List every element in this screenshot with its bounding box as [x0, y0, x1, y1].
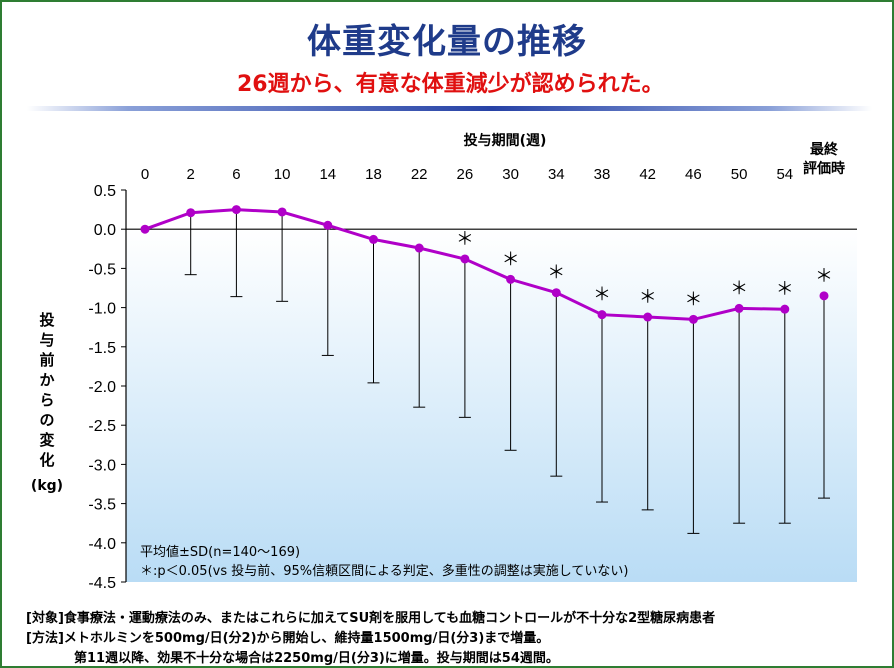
title-divider: [27, 106, 872, 111]
y-axis-title-char: 前: [39, 351, 54, 369]
data-point: [140, 224, 150, 234]
x-axis-title: 投与期間(週): [464, 133, 547, 149]
x-tick-label: 54: [776, 166, 793, 183]
x-tick-label: 38: [594, 166, 611, 183]
mean-sd-note: 平均値±SD(n=140〜169): [140, 545, 301, 560]
y-tick-label: -1.0: [88, 301, 116, 318]
data-point: [597, 310, 607, 320]
x-tick-label: 18: [365, 166, 382, 183]
page-subtitle: 26週から、有意な体重減少が認められた。: [237, 72, 664, 97]
page-title: 体重変化量の推移: [307, 22, 587, 62]
y-tick-label: -2.0: [88, 379, 116, 396]
y-tick-label: -2.5: [88, 418, 116, 435]
y-axis-title-char: 与: [39, 331, 54, 349]
significance-asterisk: ＊: [815, 266, 833, 287]
y-axis-unit: (kg): [31, 478, 63, 494]
data-point: [277, 207, 287, 217]
data-point: [186, 208, 196, 218]
footnote-method-continued: 第11週以降、効果不十分な場合は2250mg/日(分3)に増量。投与期間は54週…: [74, 651, 559, 666]
x-tick-label: 10: [274, 166, 291, 183]
y-axis-title-char: 投: [39, 311, 54, 329]
y-axis-title-char: 化: [39, 451, 54, 469]
data-point: [414, 243, 424, 253]
significance-asterisk: ＊: [776, 279, 794, 300]
data-point: [231, 205, 241, 215]
x-tick-label: 2: [187, 166, 195, 183]
y-tick-label: -4.5: [88, 575, 116, 592]
data-point: [688, 314, 698, 324]
y-tick-label: -1.5: [88, 340, 116, 357]
y-tick-label: -3.5: [88, 497, 116, 514]
y-tick-label: -4.0: [88, 536, 116, 553]
footnote-method: [方法]メトホルミンを500mg/日(分2)から開始し、維持量1500mg/日(…: [26, 631, 550, 646]
x-tick-label: 30: [502, 166, 519, 183]
significance-asterisk: ＊: [639, 287, 657, 308]
x-tick-label: 0: [141, 166, 149, 183]
y-axis-title-char: 変: [39, 431, 54, 449]
x-tick-label: 14: [319, 166, 336, 183]
significance-asterisk: ＊: [730, 278, 748, 299]
y-tick-label: -3.0: [88, 457, 116, 474]
y-tick-label: 0.5: [94, 183, 116, 200]
x-tick-label: 26: [457, 166, 474, 183]
x-tick-label: 50: [731, 166, 748, 183]
data-point: [643, 312, 653, 322]
data-point: [369, 234, 378, 244]
significance-asterisk: ＊: [593, 285, 611, 306]
x-tick-label: 22: [411, 166, 428, 183]
data-point: [506, 274, 516, 284]
x-tick-label: 42: [639, 166, 656, 183]
significance-asterisk: ＊: [684, 289, 702, 310]
significance-note: ＊:p＜0.05(vs 投与前、95%信頼区間による判定、多重性の調整は実施して…: [140, 564, 629, 579]
significance-asterisk: ＊: [456, 229, 474, 250]
data-point: [460, 254, 470, 264]
data-point: [819, 291, 829, 301]
y-tick-label: 0.0: [94, 222, 116, 239]
x-tick-label: 34: [548, 166, 565, 183]
final-eval-label: 最終: [810, 141, 839, 158]
significance-asterisk: ＊: [502, 249, 520, 270]
final-eval-label: 評価時: [803, 160, 845, 177]
y-tick-label: -0.5: [88, 261, 116, 278]
y-axis-title-char: ら: [39, 391, 54, 409]
y-axis-title-char: か: [39, 371, 54, 389]
footnote-subjects: [対象]食事療法・運動療法のみ、またはこれらに加えてSU剤を服用しても血糖コント…: [26, 611, 716, 626]
x-tick-label: 6: [232, 166, 240, 183]
data-point: [780, 304, 790, 314]
x-tick-label: 46: [685, 166, 702, 183]
significance-asterisk: ＊: [547, 263, 565, 284]
data-point: [551, 288, 561, 298]
data-point: [734, 303, 744, 313]
y-axis-title-char: の: [39, 411, 54, 429]
data-point: [323, 220, 333, 230]
